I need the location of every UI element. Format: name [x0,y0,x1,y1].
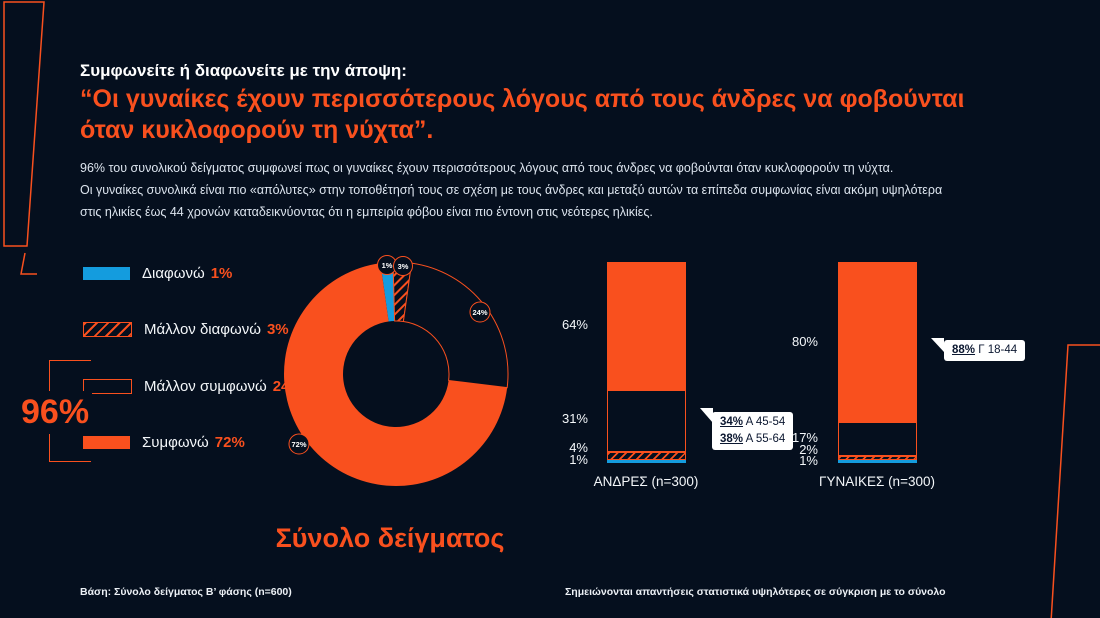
page-title-line-2: όταν κυκλοφορούν τη νύχτα”. [80,116,434,144]
callout-women-row-1: 88% Γ 18-44 [952,342,1017,359]
bar-women-value-rather-agree: 17% [791,430,818,445]
donut-label-1pct: 1% [382,261,393,270]
decorative-ribbon-left [3,1,45,247]
bar-women-value-disagree: 1% [799,453,818,468]
legend-swatch-rather-agree [83,379,132,394]
footnote-significance: Σημειώνονται απαντήσεις στατιστικά υψηλό… [565,586,946,598]
legend-label: Μάλλον διαφωνώ [144,321,261,338]
summary-line-1: 96% του συνολικού δείγματος συμφωνεί πως… [80,161,894,175]
legend-item-agree: Συμφωνώ 72% [83,434,245,451]
donut-slice-disagree [380,262,395,322]
page-title-line-1: “Οι γυναίκες έχουν περισσότερους λόγους … [80,85,965,113]
summary-line-3: στις ηλικίες έως 44 χρονών καταδεικνύοντ… [80,205,653,219]
callout-women-tail [931,338,944,352]
bar-women [838,262,917,463]
donut-slice-agree [284,263,508,486]
legend-label: Διαφωνώ [142,265,205,282]
footnote-base: Βάση: Σύνολο δείγματος Β’ φάσης (n=600) [80,586,292,598]
summary-line-2: Οι γυναίκες συνολικά είναι πιο «απόλυτες… [80,183,943,197]
callout-men-tail [700,408,713,423]
bar-women-segment-rather-agree [838,422,917,456]
bar-men-segment-agree [607,262,686,390]
bar-women-segment-rather-disagree [838,456,917,460]
decorative-ribbon-right [1050,344,1100,618]
legend-value: 72% [214,434,245,451]
legend-item-rather-disagree: Μάλλον διαφωνώ 3% [83,321,289,338]
donut-label-3pct: 3% [398,262,409,271]
bar-women-value-agree: 80% [791,334,818,349]
callout-pct: 88% [952,344,976,356]
bar-men [607,262,686,463]
bar-men-segment-disagree [607,460,686,463]
bar-women-segment-disagree [838,460,917,463]
donut-label-24pct: 24% [472,308,487,317]
legend-item-disagree: Διαφωνώ 1% [83,265,232,282]
legend-swatch-agree [83,436,130,449]
bar-women-value-rather-disagree: 2% [799,442,818,457]
question-intro: Συμφωνείτε ή διαφωνείτε με την άποψη: [80,61,407,80]
callout-men-row-2: 38% Α 55-64 [720,431,785,448]
bar-women-axis-label: ΓΥΝΑΙΚΕΣ (n=300) [819,474,935,489]
callout-group: Γ 18-44 [975,344,1018,356]
donut-label-72pct: 72% [291,440,306,449]
bar-men-value-disagree: 1% [569,452,588,467]
donut-slice-rather-agree [402,262,509,389]
bar-men-segment-rather-agree [607,390,686,452]
donut-label-bubble-72pct [288,433,310,455]
bar-men-value-rather-agree: 31% [561,411,588,426]
bar-men-segment-rather-disagree [607,452,686,460]
bar-men-axis-label: ΑΝΔΡΕΣ (n=300) [593,474,699,489]
donut-point-labels: 1% 3% 24% 72% [288,255,491,455]
decorative-ribbon-left-tip [20,252,37,275]
donut-chart: 1% 3% 24% 72% [284,255,509,486]
legend-label: Συμφωνώ [142,434,209,451]
callout-men: 34% Α 45-54 38% Α 55-64 [712,412,794,450]
legend-swatch-rather-disagree [83,322,132,337]
callout-women: 88% Γ 18-44 [944,340,1026,361]
bar-men-value-rather-disagree: 4% [569,440,588,455]
page-title: “Οι γυναίκες έχουν περισσότερους λόγους … [80,84,1000,146]
legend-label: Μάλλον συμφωνώ [144,378,267,395]
bar-men-value-agree: 64% [561,317,588,332]
legend-value: 1% [210,265,233,282]
donut-chart-title: Σύνολο δείγματος [275,523,505,553]
callout-group: Α 55-64 [743,433,786,445]
callout-pct: 34% [720,416,744,428]
summary-text: 96% του συνολικού δείγματος συμφωνεί πως… [80,157,1030,223]
donut-label-bubble-24pct [469,301,491,323]
legend-value: 3% [266,321,289,338]
bar-women-segment-agree [838,262,917,422]
callout-group: Α 45-54 [743,416,786,428]
legend-swatch-disagree [83,267,130,280]
donut-label-bubble-3pct [393,256,413,276]
callout-pct: 38% [720,433,744,445]
callout-men-row-1: 34% Α 45-54 [720,414,785,431]
agree-total-value: 96% [18,391,93,434]
